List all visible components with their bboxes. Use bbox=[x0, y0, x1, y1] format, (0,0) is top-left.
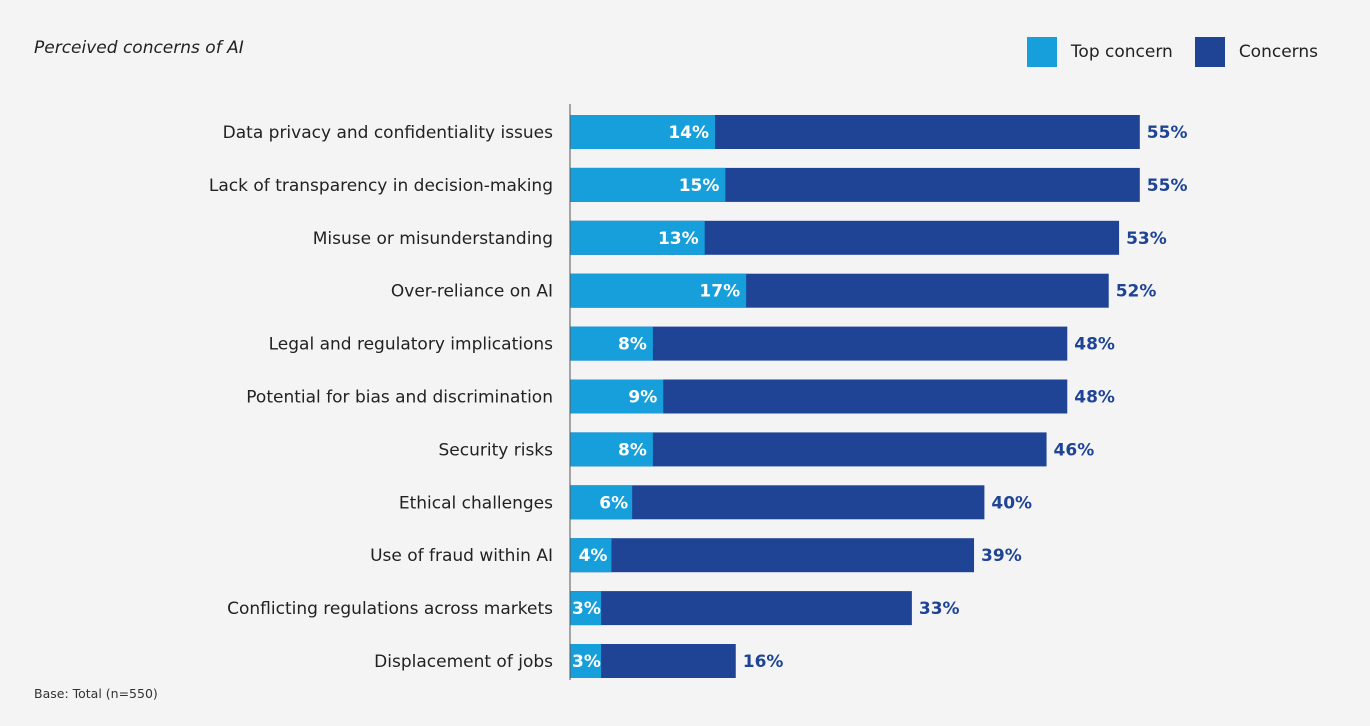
bar-concerns bbox=[570, 591, 912, 626]
data-label-top-concern: 13% bbox=[658, 229, 699, 249]
legend-item-top-concern: Top concern bbox=[1026, 37, 1173, 67]
data-label-top-concern: 9% bbox=[628, 388, 657, 408]
bar-concerns bbox=[570, 538, 975, 573]
category-label: Data privacy and confidentiality issues bbox=[223, 123, 553, 143]
legend-label-concerns: Concerns bbox=[1238, 42, 1318, 62]
data-label-concerns: 40% bbox=[991, 493, 1032, 513]
base-note: Base: Total (n=550) bbox=[34, 686, 158, 701]
chart-title: Perceived concerns of AI bbox=[34, 38, 244, 58]
category-label: Misuse or misunderstanding bbox=[313, 229, 553, 249]
bar-top-concern bbox=[570, 379, 664, 414]
category-label: Use of fraud within AI bbox=[370, 546, 553, 566]
bar-top-concern bbox=[570, 644, 602, 678]
chart-legend: Top concern Concerns bbox=[1026, 37, 1318, 67]
data-label-top-concern: 6% bbox=[599, 493, 628, 513]
data-label-top-concern: 3% bbox=[572, 599, 601, 619]
bar-top-concern bbox=[570, 326, 653, 361]
data-label-top-concern: 8% bbox=[618, 440, 647, 460]
category-label: Security risks bbox=[439, 440, 554, 460]
category-label: Displacement of jobs bbox=[374, 652, 553, 672]
data-label-concerns: 39% bbox=[981, 546, 1022, 566]
data-label-concerns: 48% bbox=[1074, 335, 1115, 355]
data-label-concerns: 55% bbox=[1147, 176, 1188, 196]
category-label: Legal and regulatory implications bbox=[269, 335, 554, 355]
category-label: Conflicting regulations across markets bbox=[227, 599, 553, 619]
legend-swatch-concerns bbox=[1194, 37, 1225, 67]
bar-top-concern bbox=[570, 432, 653, 467]
bar-top-concern bbox=[570, 538, 612, 573]
data-label-top-concern: 17% bbox=[699, 282, 740, 302]
legend-swatch-top-concern bbox=[1026, 37, 1057, 67]
bar-top-concern bbox=[570, 591, 602, 626]
data-label-concerns: 55% bbox=[1147, 123, 1188, 143]
data-label-top-concern: 8% bbox=[618, 335, 647, 355]
data-label-top-concern: 4% bbox=[579, 546, 608, 566]
bar-top-concern bbox=[570, 273, 747, 308]
category-label: Over-reliance on AI bbox=[391, 282, 553, 302]
data-label-concerns: 52% bbox=[1116, 282, 1157, 302]
data-label-top-concern: 3% bbox=[572, 652, 601, 672]
data-label-top-concern: 15% bbox=[679, 176, 720, 196]
category-label: Lack of transparency in decision-making bbox=[209, 176, 553, 196]
bar-concerns bbox=[570, 485, 985, 520]
bar-top-concern bbox=[570, 220, 705, 255]
category-label: Potential for bias and discrimination bbox=[246, 388, 553, 408]
bar-top-concern bbox=[570, 115, 716, 149]
data-label-concerns: 48% bbox=[1074, 388, 1115, 408]
bar-top-concern bbox=[570, 485, 633, 520]
data-label-concerns: 33% bbox=[919, 599, 960, 619]
bar-top-concern bbox=[570, 167, 726, 202]
data-label-top-concern: 14% bbox=[668, 123, 709, 143]
data-label-concerns: 46% bbox=[1054, 440, 1095, 460]
legend-item-concerns: Concerns bbox=[1194, 37, 1318, 67]
data-label-concerns: 16% bbox=[743, 652, 784, 672]
data-label-concerns: 53% bbox=[1126, 229, 1167, 249]
category-label: Ethical challenges bbox=[399, 493, 553, 513]
legend-label-top-concern: Top concern bbox=[1070, 42, 1173, 62]
